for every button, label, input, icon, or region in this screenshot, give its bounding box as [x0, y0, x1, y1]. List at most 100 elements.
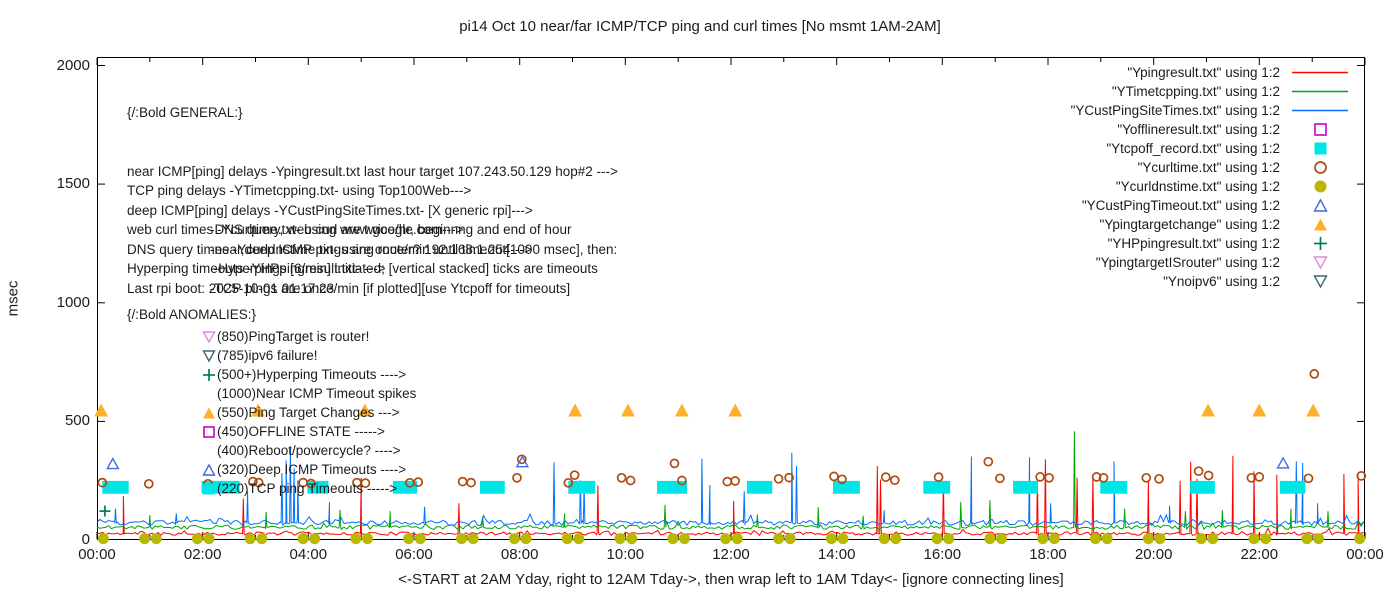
marker-point [933, 472, 944, 482]
anomaly-text: (1000)Near ICMP Timeout spikes [217, 386, 417, 401]
legend-item: "YTimetcpping.txt" using 1:2 [940, 82, 1352, 101]
x-tick-label: 06:00 [395, 546, 433, 563]
square-open-icon [200, 424, 217, 439]
y-tick-label: 2000 [56, 56, 90, 74]
legend-label: "YHPpingresult.txt" using 1:2 [1107, 236, 1280, 251]
marker-point [568, 403, 583, 417]
general-note-line: Hyperping timeouts -YHPpingresult.txt- -… [127, 261, 386, 276]
circle-filled-icon [1288, 179, 1352, 194]
triangle-down-open-icon [200, 348, 217, 363]
dns-time-point [256, 533, 268, 545]
dns-time-point [984, 533, 996, 545]
dns-time-point [996, 533, 1007, 545]
legend-item: "Ynoipv6" using 1:2 [940, 272, 1352, 291]
anomaly-row: (550)Ping Target Changes ---> [127, 403, 416, 422]
general-note-subline: -TCP pings are once/min [if plotted][use… [210, 280, 571, 296]
tcp-timeout-band [102, 480, 129, 494]
x-tick-label: 16:00 [923, 546, 962, 563]
dns-time-point [1142, 533, 1154, 545]
anomaly-text: (320)Deep ICMP Timeouts ----> [217, 462, 407, 477]
dns-time-point [456, 533, 468, 545]
dns-time-point [1313, 533, 1324, 545]
general-notes-header: {/:Bold GENERAL:} [127, 105, 243, 120]
dns-time-point [467, 533, 479, 545]
triangle-up-filled-icon [1288, 217, 1352, 232]
tcp-timeout-band [1279, 480, 1306, 494]
plus-icon [1288, 236, 1352, 251]
anomaly-text: (785)ipv6 failure! [217, 348, 318, 363]
dns-time-point [191, 533, 203, 545]
circle-open-icon [1288, 160, 1352, 175]
marker-point [466, 477, 476, 488]
x-tick-label: 12:00 [712, 546, 750, 563]
marker-point [983, 456, 994, 467]
legend-item: "Ycurltime.txt" using 1:2 [940, 158, 1352, 177]
anomaly-row: (785)ipv6 failure! [127, 346, 416, 365]
x-tick-label: 02:00 [183, 546, 222, 563]
anomaly-row: (450)OFFLINE STATE -----> [127, 422, 416, 441]
dns-time-point [784, 533, 796, 545]
dns-time-point [878, 533, 890, 545]
general-note-line: DNS query times -Ycurldnstime.txt- using… [127, 241, 532, 257]
dns-time-point [720, 533, 732, 545]
legend-label: "YpingtargetISrouter" using 1:2 [1095, 255, 1280, 270]
marker-point [669, 458, 680, 469]
legend-label: "Ypingtargetchange" using 1:2 [1099, 217, 1280, 232]
marker-point [621, 403, 635, 417]
x-tick-label: 10:00 [606, 546, 645, 563]
marker-point [248, 476, 258, 487]
anomalies-block: {/:Bold ANOMALIES:} (850)PingTarget is r… [127, 305, 416, 498]
general-note-subline: -near,deep ICMP pings are once/min until… [210, 241, 618, 257]
square-open-icon [1288, 122, 1352, 137]
legend-item: "Ycurldnstime.txt" using 1:2 [940, 177, 1352, 196]
triangle-down-open-icon [1288, 255, 1352, 270]
tcp-timeout-band [480, 480, 505, 494]
plot-area [94, 57, 1367, 545]
marker-point [722, 476, 733, 487]
marker-point [516, 454, 527, 465]
marker-point [1252, 403, 1267, 417]
tcp-timeout-band [1190, 480, 1215, 494]
legend-item: "YHPpingresult.txt" using 1:2 [940, 234, 1352, 253]
general-note-line: web curl times -Ycurltime.txt- using www… [127, 222, 464, 237]
anomaly-text: (850)PingTarget is router! [217, 329, 370, 344]
legend-item: "Ypingtargetchange" using 1:2 [940, 215, 1352, 234]
marker-point [357, 403, 372, 417]
general-notes-lines: near ICMP[ping] delays -Ypingresult.txt … [127, 162, 618, 299]
marker-point [880, 472, 891, 482]
marker-point [360, 478, 371, 488]
marker-point [784, 472, 794, 483]
y-tick-label: 1500 [56, 175, 90, 193]
marker-point [829, 471, 839, 482]
dns-time-point [1090, 533, 1101, 545]
dns-time-point [890, 533, 902, 545]
x-tick-label: 08:00 [500, 546, 539, 563]
general-note-line: TCP ping delays -YTimetcpping.txt- using… [127, 183, 472, 198]
triangle-up-open-icon [200, 462, 217, 477]
dns-time-point [773, 533, 785, 545]
dns-time-point [297, 533, 309, 545]
legend-label: "Ypingresult.txt" using 1:2 [1127, 65, 1280, 80]
marker-point [94, 403, 109, 417]
marker-point [306, 478, 316, 489]
dns-time-point [1154, 533, 1166, 545]
marker-point [1201, 403, 1216, 417]
marker-point [616, 472, 627, 483]
page-title: pi14 Oct 10 near/far ICMP/TCP ping and c… [459, 18, 941, 35]
marker-point [253, 477, 264, 488]
y-axis-label: msec [4, 280, 22, 317]
marker-point [1098, 472, 1109, 483]
dns-time-point [350, 533, 362, 545]
marker-point [1035, 472, 1045, 482]
dns-time-point [139, 533, 151, 545]
marker-point [563, 477, 574, 488]
marker-point [569, 470, 580, 481]
marker-point [728, 403, 743, 417]
legend-item: "YCustPingTimeout.txt" using 1:2 [940, 196, 1352, 215]
dns-time-point [520, 533, 532, 545]
marker-point [1303, 473, 1314, 484]
line-icon [1288, 103, 1352, 118]
no-marker [200, 386, 217, 401]
marker-point [1276, 456, 1290, 469]
